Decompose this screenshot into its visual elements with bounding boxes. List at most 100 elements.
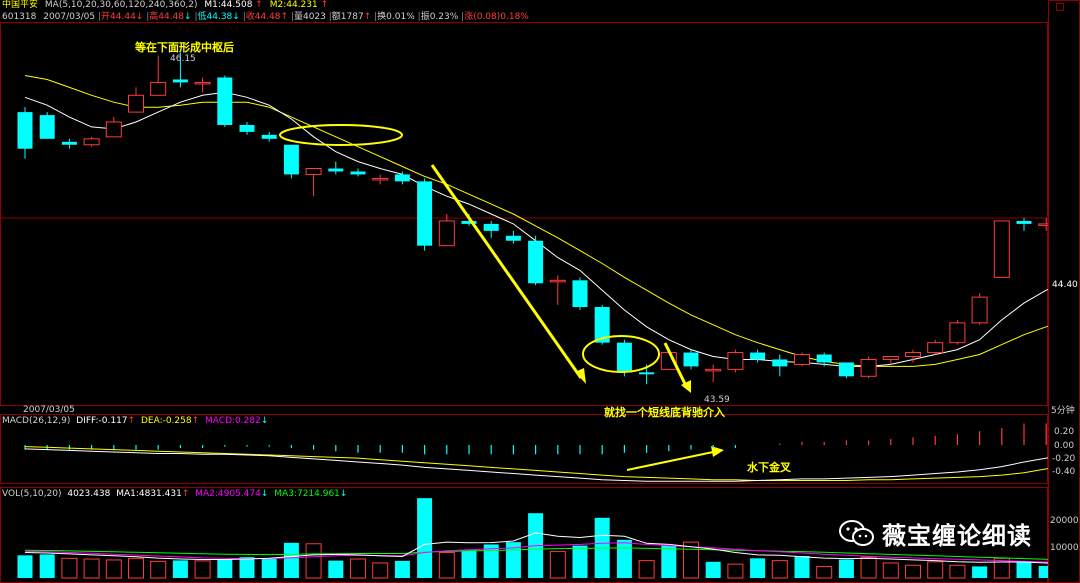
vol-ma1: MA1:4831.431 [116, 489, 182, 499]
m2-arrow-icon: ↑ [320, 0, 329, 10]
candle-body-up [83, 138, 100, 146]
candle-body-down [750, 352, 766, 360]
ma-params: MA(5,10,20,30,60,120,240,360,2) [44, 0, 198, 10]
candle-body-down [461, 220, 477, 224]
vol-tick: 10000 [1050, 543, 1079, 553]
header-row-2: 601318 2007/03/05 |开44.44↓ |高44.48↓ |低44… [2, 12, 529, 22]
annotation-arrow-macd [626, 450, 719, 471]
arrowhead-icon [575, 368, 586, 384]
macd-tick: 0.00 [1054, 441, 1075, 451]
candle-body-down [350, 171, 366, 175]
price-axis-label: 44.40 [1052, 280, 1078, 290]
chart-canvas [0, 52, 1048, 579]
annotation-circle-bottom [582, 335, 660, 373]
candle-body-down [1016, 220, 1032, 224]
volume-bar-up [305, 543, 322, 579]
volume-bar-up [350, 558, 366, 579]
high-price-label: 46.15 [170, 54, 196, 64]
volume-bar-up [372, 562, 389, 579]
corner-marker-icon [1056, 3, 1064, 11]
volume-bar-down [616, 539, 632, 578]
volume-bar-down [1038, 565, 1048, 578]
open-value: 开44.44 [101, 12, 136, 22]
candle-body-down [17, 112, 33, 149]
change-value: 涨(0.08)0.18% [464, 12, 529, 22]
volume-bar-down [972, 566, 988, 578]
annotation-macd: 水下金叉 [747, 461, 791, 474]
vol-tick: 20000 [1050, 516, 1079, 526]
volume-bar-up [882, 562, 899, 579]
low-value: 低44.38 [197, 12, 233, 22]
volume-bar-up [83, 558, 100, 579]
volume-bar-up [105, 559, 122, 579]
macd-dea: DEA:-0.258 [140, 416, 192, 426]
volume-bar-down [328, 560, 344, 578]
volume-bar-up [638, 560, 655, 579]
stock-code: 601318 [2, 12, 37, 22]
volume-bar-up [194, 560, 211, 579]
candle-body-down [505, 235, 521, 241]
macd-tick: 0.20 [1054, 427, 1075, 437]
low-price-label: 43.59 [704, 395, 730, 405]
volume-bar-down [261, 559, 277, 578]
vol-ma2: MA2:4905.474 [195, 489, 261, 499]
candle-body-down [261, 134, 277, 139]
volume-bar-down [483, 544, 499, 578]
volume-bar-up [905, 564, 921, 579]
macd-value: MACD:0.282 [205, 416, 261, 426]
candle-body-down [417, 181, 433, 246]
candle-body-up [993, 220, 1010, 278]
candle-body-down [639, 372, 655, 375]
price-date-label: 2007/03/05 [23, 405, 75, 415]
volume-bar-up [727, 563, 744, 579]
candle-body-down [172, 79, 188, 83]
volume-bar-up [860, 556, 877, 579]
turnover-value: 换0.01% [377, 12, 415, 22]
volume-bar-down [172, 560, 188, 578]
macd-diff: DIFF:-0.117 [76, 416, 128, 426]
arrowhead-icon [711, 446, 724, 457]
volume-bar-up [993, 557, 1010, 579]
volume-bar-down [217, 559, 233, 578]
header-row-1: 中国平安 MA(5,10,20,30,60,120,240,360,2) M1:… [2, 0, 328, 11]
candle-body-down [838, 362, 854, 377]
quote-date: 2007/03/05 [43, 12, 96, 22]
volume-bar-down [417, 498, 433, 578]
volume-value: 量4023 [293, 12, 326, 22]
volume-bar-up [949, 564, 966, 579]
volume-bar-down [394, 560, 410, 578]
volume-bar-up [816, 565, 833, 579]
volume-bar-down [461, 550, 477, 578]
candle-body-down [572, 280, 588, 308]
volume-bar-up [549, 550, 566, 579]
candle-body-down [816, 354, 832, 363]
candle-body-down [61, 141, 77, 145]
vol-ma1-line [24, 532, 1048, 564]
vol-title: VOL(5,10,20) [2, 489, 62, 499]
volume-bar-down [39, 554, 55, 578]
volume-bar-up [61, 557, 78, 579]
candle-body-up [549, 279, 566, 283]
candle-body-up [727, 352, 744, 370]
volume-bar-down [505, 542, 521, 578]
amount-value: 额1787 [331, 12, 364, 22]
arrowhead-icon [681, 380, 691, 393]
volume-bar-down [794, 556, 810, 578]
candle-body-up [150, 81, 167, 96]
candle-body-up [927, 342, 944, 354]
ma-white-line [24, 91, 1048, 367]
candle-body-up [882, 356, 899, 360]
high-value: 高44.48 [149, 12, 185, 22]
volume-bar-down [838, 559, 854, 578]
candle-body-down [528, 240, 544, 284]
stock-name: 中国平安 [2, 0, 39, 10]
candle-body-up [949, 322, 966, 344]
vol-ma3: MA3:7214.961 [274, 489, 340, 499]
volume-bar-down [239, 557, 255, 578]
vol-ma2-line [24, 542, 1048, 563]
watermark: 薇宝缠论细读 [838, 516, 1032, 551]
volume-bar-up [771, 560, 788, 579]
price-panel-frame [0, 22, 1048, 406]
candle-body-down [683, 352, 699, 367]
